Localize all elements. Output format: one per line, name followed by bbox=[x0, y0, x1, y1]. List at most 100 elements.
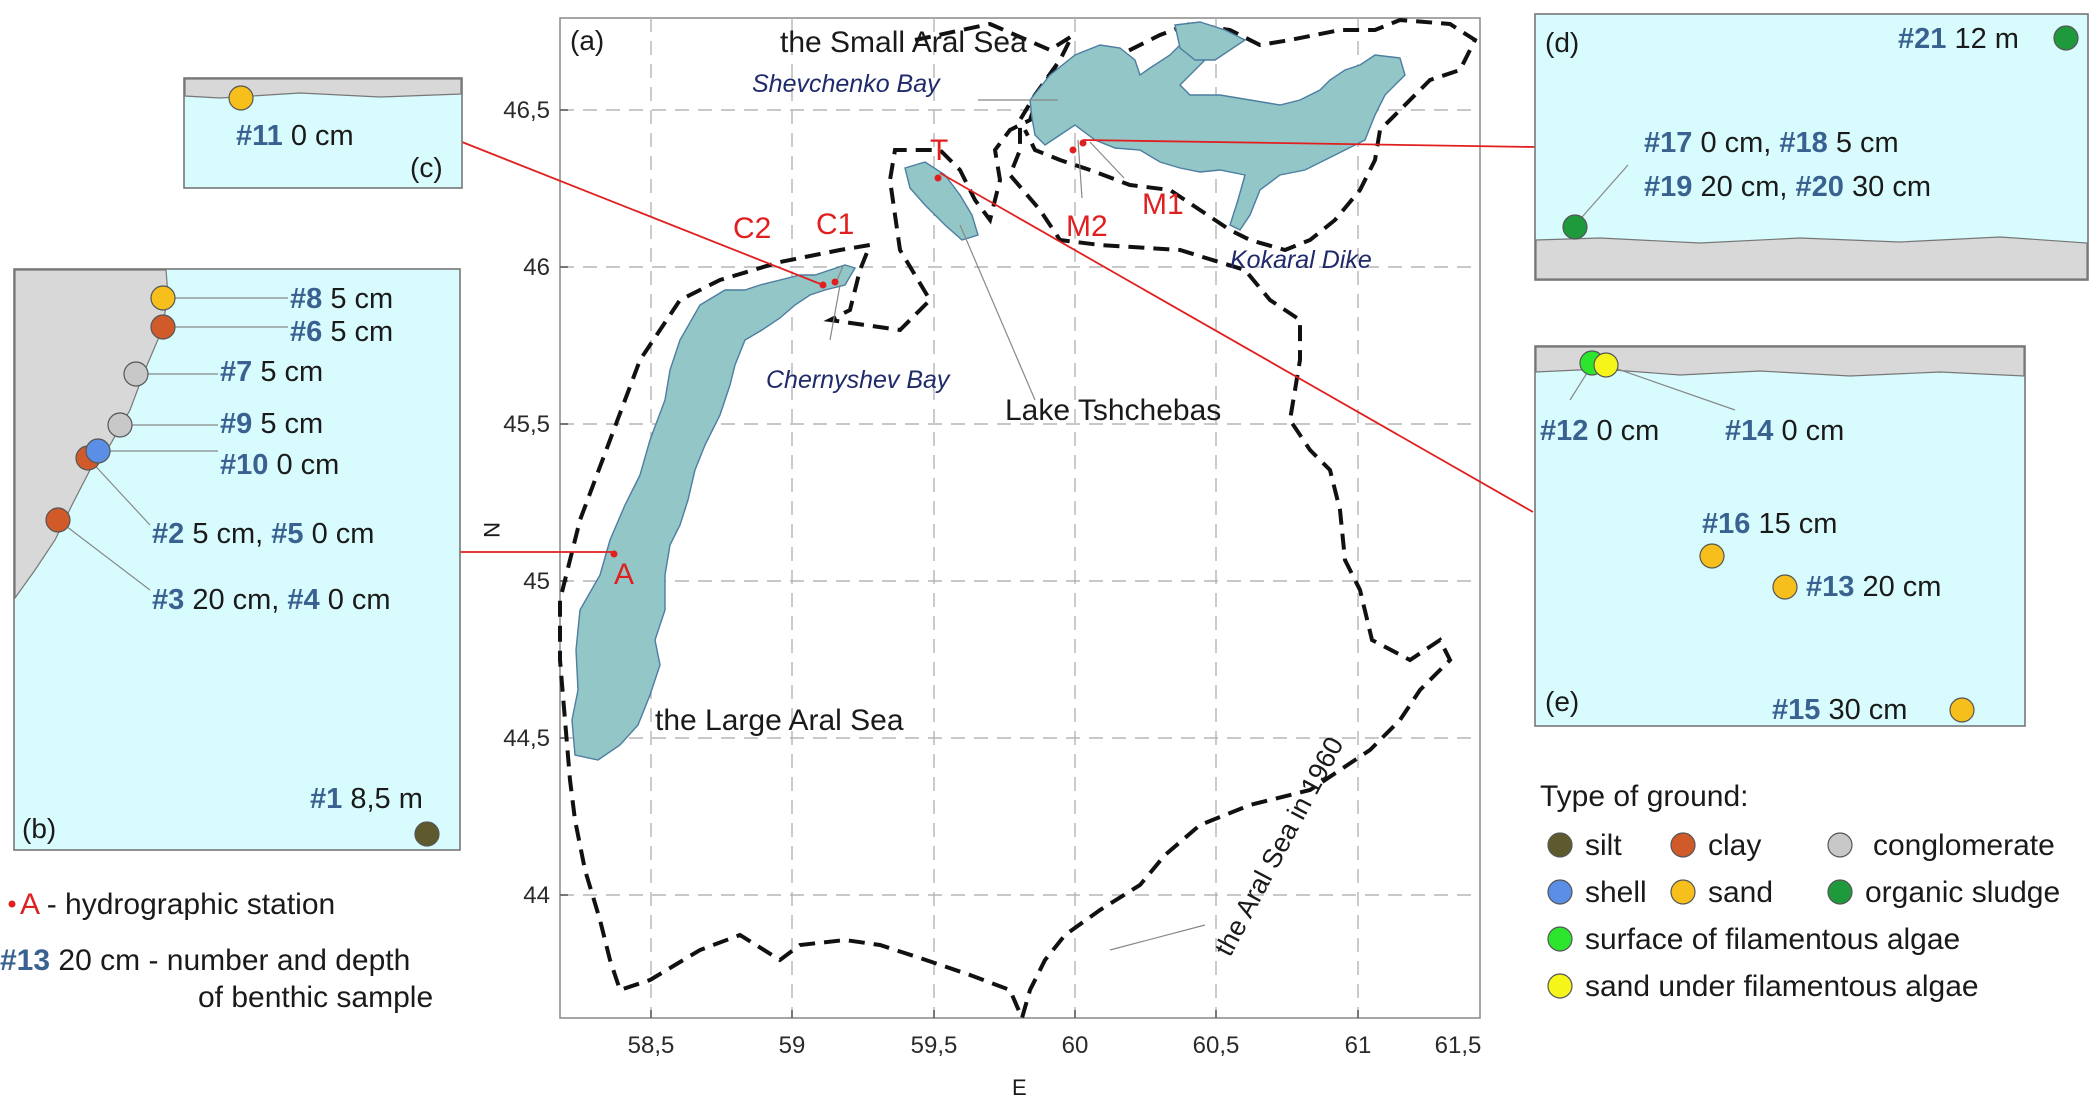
station-label-m2: M2 bbox=[1066, 210, 1108, 243]
x-tick-59: 59 bbox=[779, 1032, 806, 1059]
x-tick-60-5: 60,5 bbox=[1193, 1032, 1240, 1059]
panel-a-label: (a) bbox=[570, 25, 604, 56]
station-label-t: T bbox=[930, 134, 948, 167]
y-tick-46-5: 46,5 bbox=[503, 97, 550, 124]
chernyshev-bay-label: Chernyshev Bay bbox=[766, 366, 951, 394]
ground-type-legend: Type of ground: silt clay conglomerate s… bbox=[1540, 780, 2060, 1003]
y-tick-45: 45 bbox=[523, 568, 550, 595]
y-tick-44-5: 44,5 bbox=[503, 725, 550, 752]
panel-b: #8 5 cm #6 5 cm #7 5 cm #9 5 cm #10 0 cm… bbox=[13, 268, 461, 851]
sample-8-label: #8 5 cm bbox=[290, 283, 393, 315]
sample-11-marker bbox=[228, 85, 254, 111]
sample-16-marker bbox=[1699, 543, 1725, 569]
sample-21-marker bbox=[2053, 25, 2079, 51]
sample-17-18-label: #17 0 cm, #18 5 cm bbox=[1644, 127, 1899, 159]
station-m2-dot bbox=[1069, 146, 1077, 154]
map-panel: A T C2 C1 M1 M2 (a) the Small Aral Sea t… bbox=[479, 17, 1482, 1100]
shevchenko-bay-label: Shevchenko Bay bbox=[752, 70, 941, 98]
sample-7-label: #7 5 cm bbox=[220, 356, 323, 388]
sample-19-20-label: #19 20 cm, #20 30 cm bbox=[1644, 171, 1931, 203]
legend-clay-swatch bbox=[1670, 832, 1696, 858]
legend-organic-sludge-label: organic sludge bbox=[1865, 876, 2060, 909]
sample-9-marker bbox=[107, 412, 133, 438]
legend-silt-label: silt bbox=[1585, 829, 1622, 862]
x-tick-60: 60 bbox=[1062, 1032, 1089, 1059]
x-axis-label: E bbox=[1012, 1075, 1027, 1100]
legend-algae-surface-swatch bbox=[1547, 926, 1573, 952]
x-tick-61-5: 61,5 bbox=[1435, 1032, 1482, 1059]
legend-silt-swatch bbox=[1547, 832, 1573, 858]
sample-11-label: #11 0 cm bbox=[236, 120, 354, 152]
sample-12-label: #12 0 cm bbox=[1540, 415, 1659, 447]
y-tick-46: 46 bbox=[523, 254, 550, 281]
key-station-line: A - hydrographic station bbox=[20, 888, 335, 921]
legend-organic-sludge-swatch bbox=[1827, 879, 1853, 905]
sample-21-label: #21 12 m bbox=[1898, 23, 2019, 55]
station-label-m1: M1 bbox=[1142, 188, 1184, 221]
legend-algae-sand-swatch bbox=[1547, 973, 1573, 999]
sample-15-marker bbox=[1949, 697, 1975, 723]
large-aral-sea bbox=[571, 264, 857, 761]
sample-2-5-label: #2 5 cm, #5 0 cm bbox=[152, 518, 374, 550]
panel-e: #12 0 cm #14 0 cm #16 15 cm #13 20 cm #1… bbox=[1534, 345, 2026, 727]
sample-6-marker bbox=[150, 314, 176, 340]
sample-14-marker bbox=[1593, 352, 1619, 378]
y-axis-label: N bbox=[479, 522, 504, 538]
sample-13-marker bbox=[1772, 574, 1798, 600]
x-tick-59-5: 59,5 bbox=[911, 1032, 958, 1059]
station-label-c2: C2 bbox=[733, 212, 771, 245]
legend-sand-swatch bbox=[1670, 879, 1696, 905]
station-t-dot bbox=[934, 174, 942, 182]
kokaral-dike-label: Kokaral Dike bbox=[1230, 246, 1372, 274]
panel-b-label: (b) bbox=[22, 813, 56, 844]
x-tick-58-5: 58,5 bbox=[628, 1032, 675, 1059]
legend-algae-surface-label: surface of filamentous algae bbox=[1585, 923, 1960, 956]
panel-c: #11 0 cm (c) bbox=[183, 77, 463, 189]
panel-c-label: (c) bbox=[410, 152, 443, 183]
sample-3-4-marker bbox=[45, 507, 71, 533]
sample-8-marker bbox=[150, 285, 176, 311]
station-c1-dot bbox=[831, 278, 839, 286]
sample-10-label: #10 0 cm bbox=[220, 449, 339, 481]
sample-17-20-marker bbox=[1562, 214, 1588, 240]
legend-sand-label: sand bbox=[1708, 876, 1773, 909]
aral-1960-shoreline bbox=[558, 21, 1453, 1024]
small-aral-north-arm bbox=[1174, 21, 1247, 61]
small-aral-label: the Small Aral Sea bbox=[780, 26, 1027, 59]
key-station-dot bbox=[8, 900, 16, 908]
panel-d-label: (d) bbox=[1545, 27, 1579, 58]
lake-tshchebas bbox=[904, 161, 979, 241]
key-sample-line-2: of benthic sample bbox=[198, 981, 433, 1014]
sample-16-label: #16 15 cm bbox=[1702, 508, 1837, 540]
sample-14-label: #14 0 cm bbox=[1725, 415, 1844, 447]
x-tick-61: 61 bbox=[1345, 1032, 1372, 1059]
y-tick-44: 44 bbox=[523, 882, 550, 909]
small-aral-1960-shoreline bbox=[1023, 17, 1478, 253]
legend-conglomerate-swatch bbox=[1827, 832, 1853, 858]
sample-3-4-label: #3 20 cm, #4 0 cm bbox=[152, 584, 391, 616]
legend-shell-swatch bbox=[1547, 879, 1573, 905]
panel-d: #21 12 m #17 0 cm, #18 5 cm #19 20 cm, #… bbox=[1534, 13, 2089, 281]
legend-conglomerate-label: conglomerate bbox=[1873, 829, 2055, 862]
lake-tshchebas-label: Lake Tshchebas bbox=[1005, 394, 1221, 427]
large-aral-label: the Large Aral Sea bbox=[655, 704, 904, 737]
y-tick-45-5: 45,5 bbox=[503, 411, 550, 438]
key-sample-line: #13 20 cm - number and depth bbox=[0, 944, 410, 977]
legend-shell-label: shell bbox=[1585, 876, 1647, 909]
symbol-key: A - hydrographic station #13 20 cm - num… bbox=[0, 888, 433, 1014]
panel-e-label: (e) bbox=[1545, 686, 1579, 717]
sample-6-label: #6 5 cm bbox=[290, 316, 393, 348]
sample-1-label: #1 8,5 m bbox=[310, 783, 423, 815]
legend-algae-sand-label: sand under filamentous algae bbox=[1585, 970, 1979, 1003]
station-markers bbox=[610, 139, 1087, 558]
sample-15-label: #15 30 cm bbox=[1772, 694, 1907, 726]
panel-connectors bbox=[460, 139, 1536, 553]
station-label-c1: C1 bbox=[816, 208, 854, 241]
small-aral-sea bbox=[1029, 41, 1406, 231]
sample-10-marker bbox=[85, 438, 111, 464]
sample-7-marker bbox=[123, 361, 149, 387]
legend-clay-label: clay bbox=[1708, 829, 1761, 862]
station-label-a: A bbox=[614, 558, 634, 591]
legend-title: Type of ground: bbox=[1540, 780, 1748, 813]
